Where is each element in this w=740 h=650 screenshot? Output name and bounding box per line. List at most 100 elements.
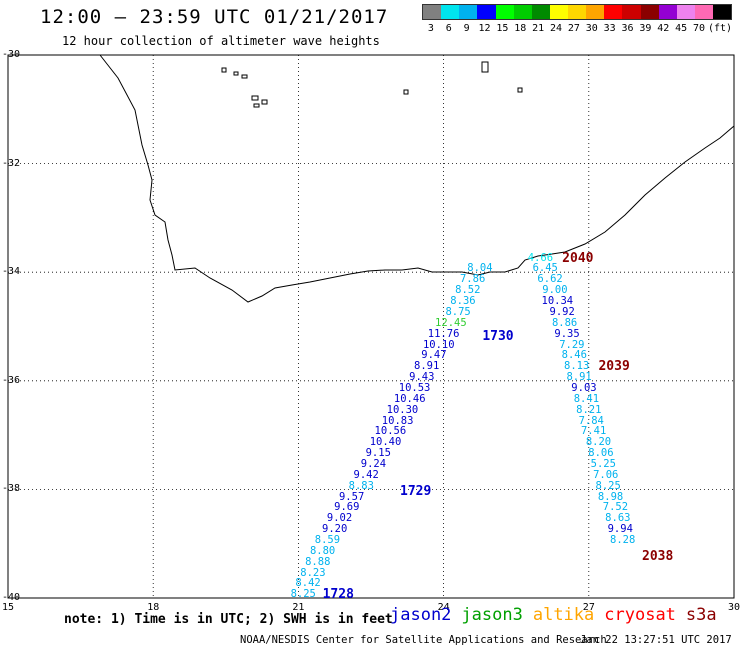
wave-height-value: 9.02 xyxy=(326,512,353,525)
pass-number-label: 2038 xyxy=(642,549,674,565)
legend-label: 42 xyxy=(657,23,670,34)
legend-label: 12 xyxy=(478,23,491,34)
wave-height-value: 7.86 xyxy=(459,273,486,286)
wave-height-value: 9.03 xyxy=(571,381,597,394)
wave-height-value: 7.52 xyxy=(602,501,629,514)
wave-height-value: 10.53 xyxy=(398,381,431,394)
lon-label: 18 xyxy=(147,602,160,613)
legend-label: 6 xyxy=(445,23,452,34)
legend-label: 39 xyxy=(639,23,652,34)
legend-label: 9 xyxy=(463,23,470,34)
satellite-legend-item: altika xyxy=(532,605,595,625)
legend-swatch xyxy=(622,5,641,19)
wave-height-value: 10.34 xyxy=(541,295,574,308)
wave-height-value: 11.76 xyxy=(427,327,460,340)
lat-label: -34 xyxy=(2,266,21,278)
legend-label: 18 xyxy=(514,23,527,34)
wave-height-value: 7.41 xyxy=(580,425,607,438)
lat-label: -40 xyxy=(2,592,21,603)
wave-height-value: 5.25 xyxy=(590,457,616,470)
legend-swatch xyxy=(676,5,695,19)
legend-swatch xyxy=(568,5,587,19)
wave-height-value: 9.42 xyxy=(353,468,379,481)
legend-label: 36 xyxy=(621,23,634,34)
wave-height-value: 9.00 xyxy=(542,284,568,297)
legend-swatch xyxy=(531,5,550,19)
wave-height-value: 9.43 xyxy=(409,371,435,384)
legend-label: 24 xyxy=(550,23,563,34)
wave-height-value: 8.42 xyxy=(295,577,321,590)
lon-label: 15 xyxy=(2,602,15,613)
wave-height-value: 9.15 xyxy=(365,447,391,460)
wave-height-value: 8.06 xyxy=(588,447,614,460)
coastline xyxy=(99,54,735,303)
map-subtitle: 12 hour collection of altimeter wave hei… xyxy=(62,34,380,48)
legend-swatch xyxy=(441,5,460,19)
wave-height-value: 6.62 xyxy=(537,273,563,286)
legend-label: (ft) xyxy=(708,23,733,34)
islands xyxy=(221,61,523,108)
legend-swatch xyxy=(495,5,514,19)
wave-height-value: 7.06 xyxy=(593,468,619,481)
lat-label: -38 xyxy=(2,483,21,495)
wave-height-value: 8.91 xyxy=(414,360,440,373)
wave-height-value: 8.21 xyxy=(576,403,602,416)
legend-label: 27 xyxy=(567,23,580,34)
lon-label: 27 xyxy=(582,602,595,613)
legend-label: 3 xyxy=(427,23,434,34)
wave-height-value: 7.29 xyxy=(559,338,585,351)
legend-label: 21 xyxy=(532,23,545,34)
wave-height-value: 8.23 xyxy=(300,566,326,579)
lat-label: -30 xyxy=(2,49,21,60)
wave-height-value: 8.88 xyxy=(305,555,331,568)
map-title: 12:00 – 23:59 UTC 01/21/2017 xyxy=(40,6,389,28)
wave-height-value: 6.45 xyxy=(532,262,558,275)
satellite-legend-item: s3a xyxy=(685,605,717,625)
wave-height-value: 8.46 xyxy=(561,349,587,362)
legend-swatch xyxy=(459,5,478,19)
lat-label: -32 xyxy=(2,157,21,169)
wave-height-value: 9.57 xyxy=(338,490,365,503)
legend-swatch xyxy=(694,5,713,19)
wave-height-value: 8.04 xyxy=(467,262,493,275)
wave-height-value: 10.83 xyxy=(381,414,414,427)
wave-height-value: 7.84 xyxy=(578,414,604,427)
legend-label: 33 xyxy=(603,23,616,34)
wave-height-value: 8.20 xyxy=(585,436,612,449)
wave-height-value: 8.28 xyxy=(610,533,636,546)
wave-height-value: 9.20 xyxy=(322,523,348,536)
wave-height-value: 9.92 xyxy=(549,305,575,318)
wave-height-value: 12.45 xyxy=(435,316,467,329)
legend-swatch xyxy=(586,5,605,19)
wave-height-value: 9.35 xyxy=(554,327,580,340)
lon-label: 21 xyxy=(292,602,305,613)
credit-line: NOAA/NESDIS Center for Satellite Applica… xyxy=(240,634,607,646)
lon-label: 30 xyxy=(728,602,740,613)
legend-label: 45 xyxy=(675,23,688,34)
wave-height-value: 8.41 xyxy=(573,392,600,405)
wave-height-value: 8.98 xyxy=(597,490,624,503)
wave-height-value: 8.63 xyxy=(605,512,631,525)
legend-labels: 3 6 9 12 15 18 21 24 27 30 33 36 39 42 45 70 (ft) xyxy=(422,23,732,34)
wave-height-value: 10.46 xyxy=(393,392,426,405)
legend-label: 15 xyxy=(496,23,509,34)
wave-height-value: 10.10 xyxy=(422,338,455,351)
legend-swatch xyxy=(477,5,496,19)
wave-height-value: 8.25 xyxy=(595,479,621,492)
wave-height-value: 8.52 xyxy=(455,284,481,297)
wave-height-value: 8.25 xyxy=(290,588,316,601)
satellite-legend-item: jason2 xyxy=(390,605,452,625)
wave-height-value: 4.66 xyxy=(527,251,554,264)
legend-swatch xyxy=(713,5,732,19)
legend-swatch xyxy=(640,5,659,19)
wave-height-value: 10.40 xyxy=(369,436,402,449)
pass-number-label: 2039 xyxy=(598,359,630,375)
legend-label: 30 xyxy=(585,23,598,34)
wave-height-value: 8.86 xyxy=(551,316,578,329)
pass-number-label: 1730 xyxy=(482,329,514,345)
wave-height-value: 8.59 xyxy=(314,533,341,546)
wave-height-value: 9.47 xyxy=(421,349,447,362)
legend-swatch xyxy=(604,5,623,19)
lat-label: -36 xyxy=(2,374,21,386)
